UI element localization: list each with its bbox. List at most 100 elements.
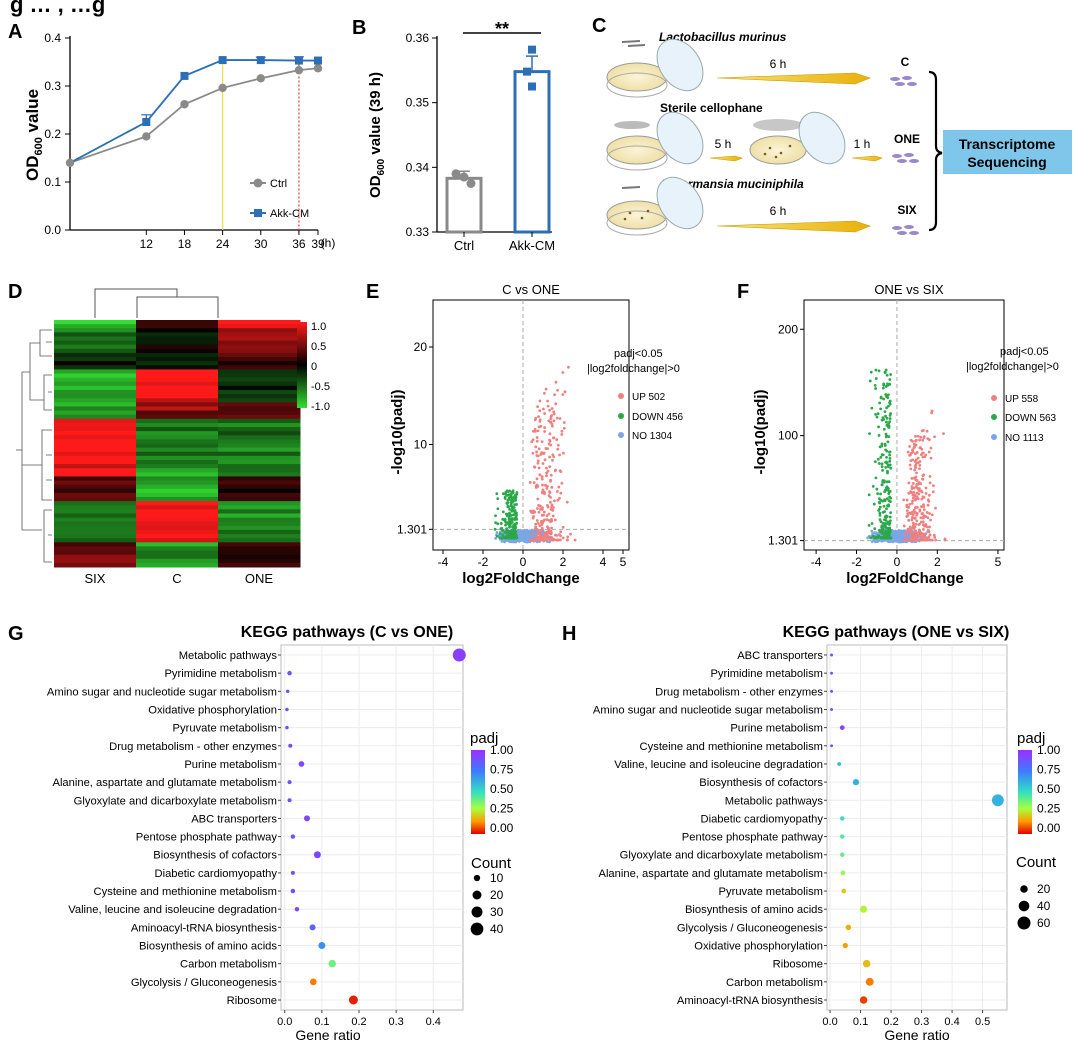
heatmap-cell: [54, 464, 137, 469]
volcano-point-up: [902, 498, 906, 502]
volcano-point-down: [878, 535, 882, 539]
heatmap-cell: [54, 422, 137, 428]
volcano-point-up: [560, 429, 564, 433]
volcano-point-down: [873, 527, 877, 531]
kegg-dot: [830, 689, 834, 693]
heatmap-cell: [218, 455, 301, 461]
volcano-point-up: [540, 440, 544, 444]
series-akk-point: [256, 56, 265, 65]
legend-up-label-e: UP 502: [632, 392, 666, 403]
volcano-point-up: [922, 505, 926, 509]
heatmap-cell: [54, 468, 137, 473]
volcano-point-down: [882, 397, 885, 401]
volcano-point-down: [870, 406, 874, 410]
volcano-point-down: [871, 484, 875, 488]
volcano-point-down: [878, 511, 882, 515]
volcano-point-up: [535, 454, 539, 457]
kegg-dot: [287, 780, 292, 785]
heatmap-cell: [218, 472, 301, 477]
volcano-x-tick-label: 0: [520, 555, 527, 569]
volcano-point-up: [547, 518, 551, 522]
kegg-pathway-label: Purine metabolism: [184, 759, 277, 771]
volcano-point-down: [885, 456, 888, 459]
panel-a-y-axis-label: OD600 value: [23, 89, 45, 181]
heatmap-cell: [136, 377, 219, 383]
kegg-dot: [298, 761, 305, 767]
volcano-point-up: [547, 531, 551, 535]
kegg-color-tick: 0.00: [490, 821, 514, 835]
volcano-point-up: [918, 509, 922, 513]
heatmap-cell: [136, 546, 219, 552]
panel-a-x-unit: (h): [321, 236, 336, 250]
heatmap-cell: [136, 389, 219, 395]
panel-a-y-tick-label: 0.1: [44, 175, 61, 189]
heatmap-cell: [218, 497, 301, 502]
volcano-point-down: [495, 492, 499, 496]
volcano-point-up: [908, 525, 912, 529]
panel-a-ylabel-rest: value: [23, 89, 42, 137]
kegg-dot: [309, 978, 317, 986]
heatmap-cell: [136, 488, 219, 494]
volcano-point-down: [869, 536, 873, 540]
volcano-point-down: [877, 434, 881, 437]
volcano-point-up: [536, 507, 539, 510]
legend-akk-label: Akk-CM: [270, 208, 309, 220]
volcano-point-up: [541, 462, 545, 465]
heatmap-cell: [218, 381, 301, 387]
volcano-point-no: [896, 530, 900, 533]
volcano-point-up: [557, 485, 561, 489]
volcano-point-up: [942, 432, 945, 436]
dish-row-top: Lactobacillus murinus 6 h C: [606, 30, 917, 98]
kegg-pathway-label: Carbon metabolism: [726, 977, 823, 989]
volcano-point-up: [917, 528, 921, 532]
cellophane-lifted: [753, 119, 803, 131]
volcano-point-down: [878, 505, 882, 509]
volcano-point-up: [922, 523, 925, 527]
volcano-point-down: [513, 528, 517, 531]
volcano-point-down: [886, 471, 889, 475]
panel-c: C Lactobacillus murinus 6 h C Sterile ce…: [592, 15, 1072, 236]
kegg-x-tick-label: 0.3: [388, 1016, 403, 1028]
heatmap-cell: [54, 320, 137, 325]
volcano-point-up: [537, 415, 540, 419]
series-ctrl-point: [256, 74, 265, 83]
volcano-point-no: [514, 540, 518, 544]
volcano-point-up: [565, 538, 569, 542]
heatmap-cell: [218, 459, 301, 465]
heatmap-cell: [136, 328, 219, 333]
volcano-point-up: [916, 456, 920, 460]
volcano-point-down: [501, 536, 504, 540]
volcano-point-down: [501, 492, 505, 496]
volcano-point-down: [514, 498, 518, 502]
volcano-point-up: [562, 426, 566, 430]
kegg-pathway-label: Glycolysis / Gluconeogenesis: [131, 977, 278, 989]
heatmap-cell: [54, 542, 137, 547]
bar-point: [451, 169, 461, 179]
volcano-point-down: [501, 528, 505, 532]
volcano-point-down: [883, 510, 887, 514]
heatmap-cell: [218, 435, 301, 440]
bar-point: [528, 45, 536, 54]
volcano-point-up: [911, 482, 915, 485]
time-label-middle-2: 1 h: [854, 137, 871, 151]
heatmap-cell: [218, 365, 301, 370]
heatmap-column-label: ONE: [245, 571, 274, 586]
kegg-pathway-label: Alanine, aspartate and glutamate metabol…: [52, 777, 277, 789]
volcano-point-down: [883, 444, 887, 447]
heatmap-column-label: C: [172, 571, 181, 586]
volcano-point-up: [922, 473, 926, 477]
series-ctrl-point: [142, 132, 151, 141]
volcano-point-down: [872, 536, 876, 540]
volcano-point-up: [921, 520, 925, 524]
volcano-point-up: [559, 491, 563, 495]
volcano-point-up: [931, 490, 935, 494]
volcano-point-down: [884, 414, 887, 418]
volcano-point-up: [532, 515, 535, 518]
heatmap-cell: [136, 464, 219, 469]
kegg-size-label: 60: [1037, 916, 1051, 930]
heatmap-cell: [136, 385, 219, 391]
volcano-point-down: [886, 382, 889, 386]
volcano-point-up: [926, 498, 930, 502]
volcano-point-down: [873, 460, 877, 464]
heatmap-cell: [54, 427, 137, 432]
